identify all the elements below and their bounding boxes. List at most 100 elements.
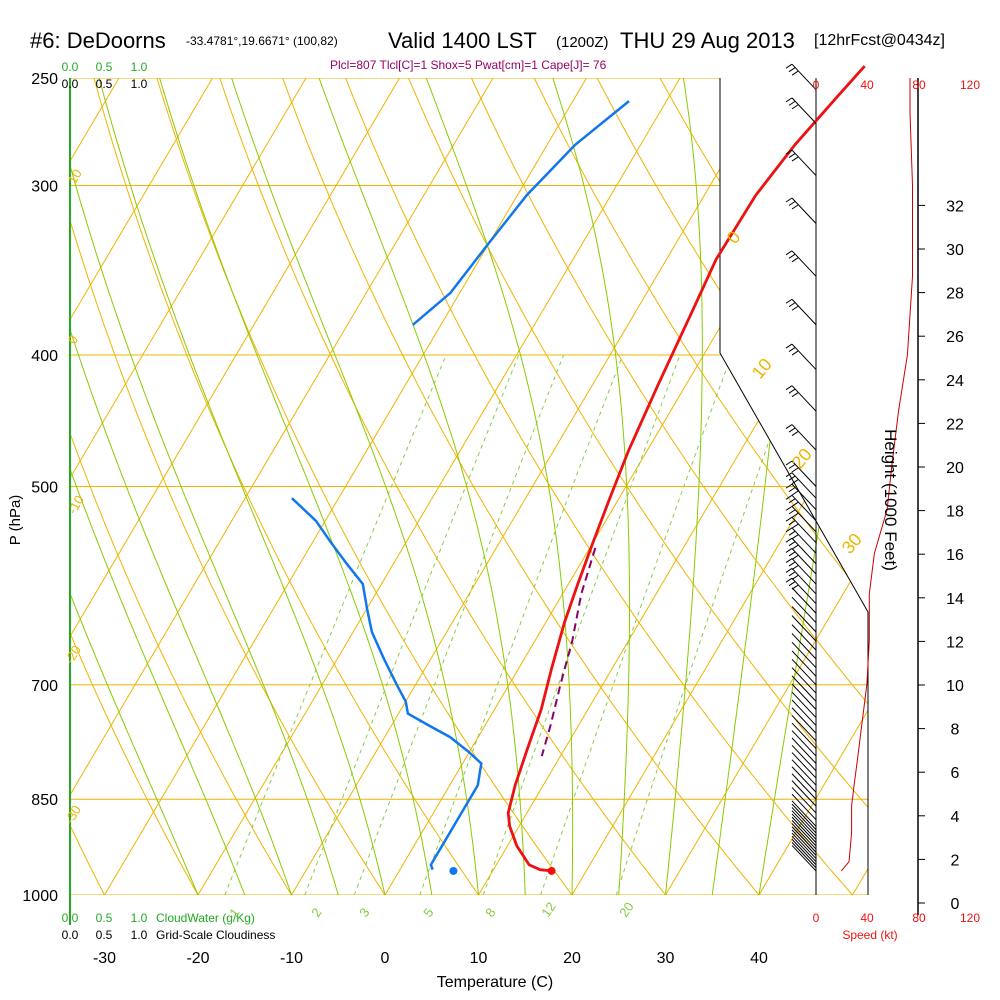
wind-barb bbox=[791, 641, 817, 669]
pressure-tick-label: 850 bbox=[31, 792, 58, 809]
adiabat-label: 20 bbox=[788, 444, 816, 472]
wind-barb bbox=[791, 197, 817, 224]
wind-barb bbox=[791, 752, 817, 779]
pressure-tick-label: 300 bbox=[31, 178, 58, 195]
isotherm-line bbox=[70, 78, 494, 895]
wind-barb-flag bbox=[791, 523, 799, 529]
wind-barb bbox=[791, 691, 817, 718]
wind-barb-flag bbox=[791, 512, 799, 518]
wind-barb bbox=[791, 737, 817, 764]
height-tick-label: 20 bbox=[946, 460, 964, 477]
wind-barb bbox=[791, 829, 817, 856]
wind-barb bbox=[791, 633, 817, 660]
height-tick-label: 26 bbox=[946, 329, 964, 346]
wind-barb-flag bbox=[785, 527, 793, 533]
speed-axis-label: Speed (kt) bbox=[842, 928, 897, 942]
wind-barb-flag bbox=[785, 250, 793, 256]
wind-barb-flag bbox=[788, 100, 796, 106]
speed-tick-top: 120 bbox=[960, 78, 980, 92]
moist-adiabat-line bbox=[318, 78, 526, 895]
moist-adiabat-line bbox=[70, 78, 292, 895]
height-tick-label: 0 bbox=[951, 896, 960, 913]
wind-barb-flag bbox=[791, 575, 799, 580]
moist-adiabat-line bbox=[665, 78, 703, 895]
wind-barb-flag bbox=[788, 498, 796, 504]
cloud-top-green-label: 0.5 bbox=[96, 60, 113, 74]
cloud-water-label: CloudWater (g/Kg) bbox=[156, 911, 255, 925]
wind-barb bbox=[791, 527, 817, 554]
moist-adiabat-line bbox=[98, 78, 386, 895]
height-tick-label: 16 bbox=[946, 547, 964, 564]
wind-barb-flag bbox=[791, 350, 799, 356]
wind-barb-flag bbox=[785, 97, 793, 103]
wind-barb-flag bbox=[791, 490, 799, 496]
cloud-top-black-label: 0.0 bbox=[62, 77, 79, 91]
chart-title-valid: Valid 1400 LST bbox=[388, 28, 537, 53]
mixing-ratio-label: 20 bbox=[616, 899, 637, 919]
dry-adiabat-line bbox=[70, 78, 199, 895]
adiabat-label: -30 bbox=[62, 803, 84, 827]
temp-tick-label: -10 bbox=[280, 950, 303, 967]
cloud-top-black-label: 0.5 bbox=[96, 77, 113, 91]
isotherm-line bbox=[197, 78, 681, 895]
speed-tick-top: 80 bbox=[912, 78, 926, 92]
wind-barb-flag bbox=[788, 581, 796, 587]
isotherm-line bbox=[104, 78, 587, 895]
wind-barb bbox=[791, 826, 817, 853]
wind-barb bbox=[791, 63, 817, 91]
temp-tick-label: 10 bbox=[470, 950, 488, 967]
wind-barb bbox=[791, 744, 817, 772]
dry-adiabat-line bbox=[282, 78, 760, 895]
pressure-tick-label: 1000 bbox=[22, 888, 58, 905]
adiabat-label: 10 bbox=[65, 166, 85, 186]
wind-barb bbox=[791, 460, 817, 487]
wind-barb bbox=[791, 650, 817, 677]
wind-barb-flag bbox=[788, 347, 796, 352]
wind-barb bbox=[791, 813, 817, 840]
wind-barb bbox=[791, 577, 817, 605]
moist-adiabat-line bbox=[552, 78, 630, 895]
cloud-bottom-black-label: 1.0 bbox=[131, 928, 148, 942]
temperature-line bbox=[506, 65, 866, 873]
height-tick-label: 14 bbox=[946, 591, 964, 608]
wind-barb-flag bbox=[785, 460, 793, 466]
wind-barb bbox=[791, 675, 817, 702]
height-tick-label: 10 bbox=[946, 678, 964, 695]
adiabat-label: 0 bbox=[65, 333, 82, 347]
dry-adiabat-line bbox=[219, 78, 666, 895]
speed-tick-bottom: 0 bbox=[813, 911, 820, 925]
wind-barb bbox=[791, 97, 817, 124]
moist-adiabat-line bbox=[70, 78, 339, 895]
wind-barb bbox=[791, 568, 817, 595]
temp-tick-label: 30 bbox=[657, 950, 675, 967]
wind-barb-flag bbox=[791, 565, 799, 570]
mixing-ratio-label: 3 bbox=[356, 905, 372, 920]
parcel-path-line bbox=[540, 547, 597, 757]
wind-barb bbox=[791, 658, 817, 686]
adiabat-label: -20 bbox=[62, 643, 84, 667]
height-tick-label: 30 bbox=[946, 242, 964, 259]
wind-barb bbox=[791, 832, 817, 859]
dry-adiabat-line bbox=[70, 78, 292, 895]
wind-barb-flag bbox=[791, 467, 799, 473]
wind-barb-flag bbox=[791, 555, 799, 560]
moist-adiabat-line bbox=[159, 78, 433, 895]
wind-barb-flag bbox=[785, 472, 793, 478]
temp-tick-label: 0 bbox=[381, 950, 390, 967]
chart-title-forecast: [12hrFcst@0434z] bbox=[814, 32, 945, 49]
wind-barb bbox=[791, 722, 817, 749]
wind-speed-line bbox=[841, 78, 913, 872]
mixing-ratio-label: 5 bbox=[420, 905, 436, 920]
surface-dew-dot bbox=[449, 866, 458, 875]
mixing-ratio-line bbox=[224, 354, 447, 895]
mixing-ratio-line bbox=[353, 354, 565, 895]
wind-barb-flag bbox=[791, 70, 799, 76]
mixing-ratio-line bbox=[615, 354, 800, 895]
wind-barb bbox=[791, 707, 817, 734]
wind-barb-flag bbox=[791, 584, 799, 590]
cloud-bottom-green-label: 0.5 bbox=[96, 911, 113, 925]
adiabat-label: 30 bbox=[838, 529, 866, 557]
isotherm-line bbox=[665, 78, 868, 895]
temp-tick-label: -30 bbox=[93, 950, 116, 967]
